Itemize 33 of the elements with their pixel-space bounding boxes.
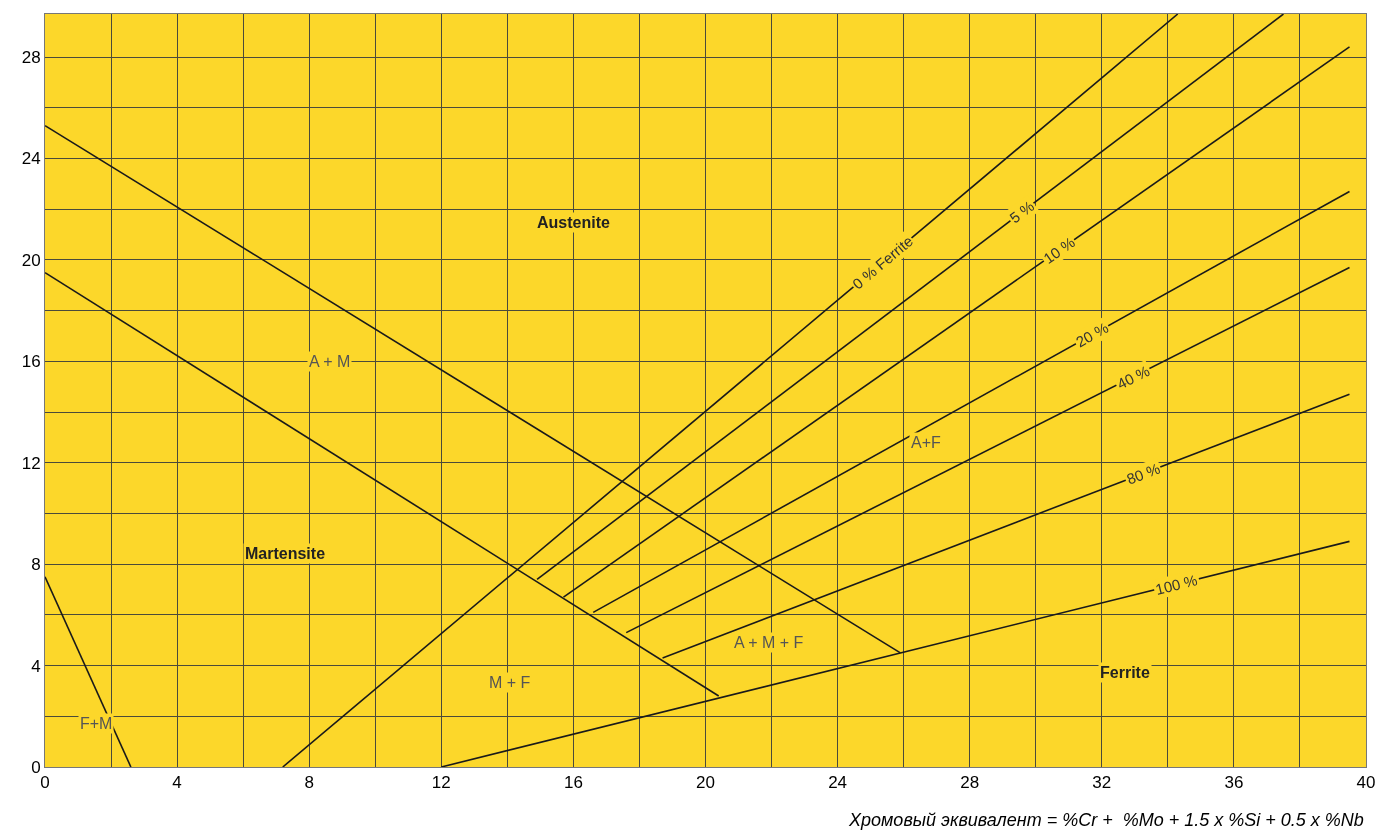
annotation: A + M bbox=[309, 353, 351, 370]
text: 80 % bbox=[1124, 459, 1163, 488]
y-tick-label: 8 bbox=[31, 555, 41, 575]
y-tick-label: 0 bbox=[31, 757, 41, 777]
x-tick-label: 24 bbox=[828, 773, 848, 793]
text: 10 % bbox=[1040, 233, 1078, 268]
x-tick-label: 36 bbox=[1224, 773, 1244, 793]
y-tick-label: 4 bbox=[31, 656, 41, 676]
annotation: F+M bbox=[80, 715, 113, 732]
annotation: A + M + F bbox=[734, 634, 804, 651]
text: 20 % bbox=[1073, 318, 1112, 351]
x-tick-label: 40 bbox=[1356, 773, 1376, 793]
annotation: M + F bbox=[489, 674, 531, 691]
x-tick-label: 32 bbox=[1092, 773, 1112, 793]
x-tick-label: 8 bbox=[304, 773, 314, 793]
x-tick-label: 28 bbox=[960, 773, 980, 793]
y-tick-label: 28 bbox=[21, 48, 41, 68]
annotation: A+F bbox=[911, 434, 942, 451]
text: 5 % bbox=[1006, 197, 1038, 227]
annotation: Martensite bbox=[245, 545, 326, 562]
y-tick-label: 16 bbox=[21, 352, 41, 372]
y-tick-label: 24 bbox=[21, 149, 41, 169]
annotation: Ferrite bbox=[1100, 664, 1150, 681]
x-tick-label: 20 bbox=[696, 773, 715, 793]
x-axis-title: Хромовый эквивалент = %Cr + %Mo + 1.5 x %Si + 0.5 x %Nb bbox=[848, 810, 1364, 830]
x-tick-label: 16 bbox=[563, 773, 583, 793]
y-tick-label: 20 bbox=[21, 250, 41, 270]
x-tick-label: 4 bbox=[172, 773, 182, 793]
y-tick-label: 12 bbox=[21, 453, 41, 473]
x-tick-label: 12 bbox=[431, 773, 451, 793]
text: 100 % bbox=[1153, 571, 1200, 599]
text: 40 % bbox=[1114, 361, 1153, 393]
annotation: Austenite bbox=[537, 214, 610, 231]
